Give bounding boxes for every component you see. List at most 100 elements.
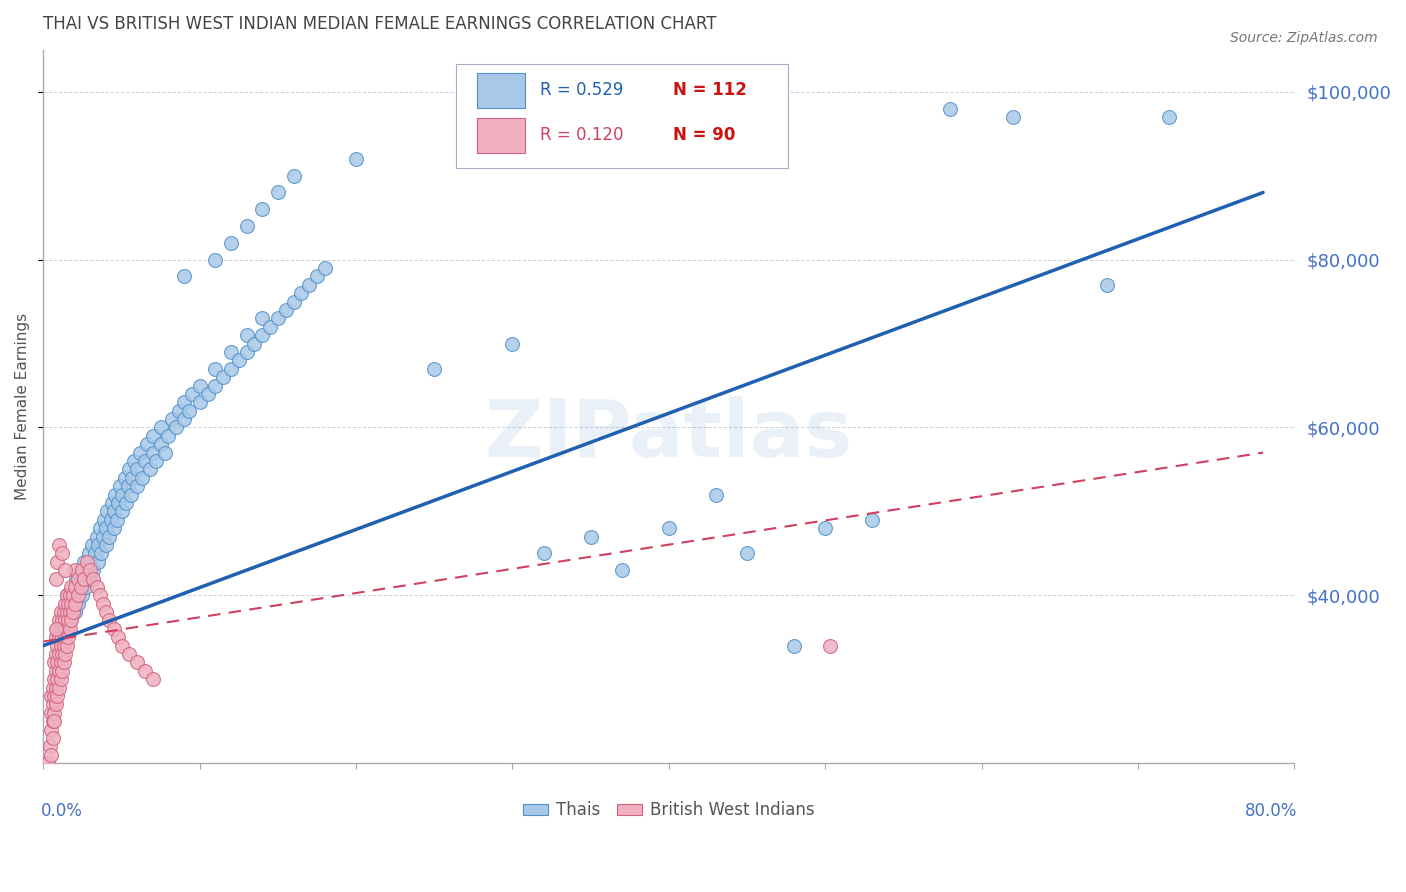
Point (89, 521, 111, 535)
Point (59, 614, 82, 628)
Point (114, 471, 136, 485)
Point (94, 605, 117, 619)
Point (177, 403, 200, 417)
Point (76, 563, 98, 577)
Point (41, 714, 63, 728)
Point (46, 656, 69, 670)
Point (129, 445, 152, 459)
Point (53, 597, 76, 611)
Point (72, 563, 94, 577)
Point (72, 572, 94, 586)
Point (63, 597, 86, 611)
Point (94, 538, 117, 552)
FancyBboxPatch shape (456, 64, 787, 168)
Point (70, 580, 93, 594)
Point (290, 286, 312, 301)
Point (84, 546, 107, 560)
Point (46, 639, 69, 653)
Point (121, 471, 143, 485)
Point (658, 110, 681, 124)
Point (344, 152, 367, 166)
Point (60, 614, 83, 628)
Point (120, 487, 142, 501)
Point (60, 580, 83, 594)
Point (103, 622, 125, 636)
Point (283, 169, 305, 183)
Point (228, 353, 250, 368)
Point (142, 429, 165, 443)
Point (67, 580, 90, 594)
Point (252, 311, 274, 326)
Point (783, 639, 806, 653)
Point (118, 462, 141, 476)
Point (49, 672, 72, 686)
Point (52, 622, 75, 636)
Point (86, 530, 108, 544)
Point (79, 563, 101, 577)
Point (65, 572, 87, 586)
Point (41, 681, 63, 695)
Point (127, 656, 149, 670)
Point (134, 454, 156, 468)
Legend: Thais, British West Indians: Thais, British West Indians (516, 795, 821, 826)
Point (283, 294, 305, 309)
Point (155, 445, 177, 459)
Point (52, 605, 75, 619)
Point (103, 521, 125, 535)
Point (82, 563, 104, 577)
Text: N = 90: N = 90 (672, 127, 735, 145)
Point (62, 588, 84, 602)
Point (197, 387, 219, 401)
Point (173, 269, 195, 284)
Point (77, 546, 100, 560)
Text: N = 112: N = 112 (672, 81, 747, 100)
Point (76, 555, 98, 569)
Point (60, 597, 83, 611)
Point (48, 664, 70, 678)
Point (45, 681, 67, 695)
Point (204, 252, 226, 267)
Point (75, 580, 97, 594)
Point (79, 572, 101, 586)
Point (579, 530, 602, 544)
Point (115, 496, 138, 510)
Point (1095, 277, 1118, 292)
Point (56, 605, 79, 619)
Point (704, 487, 727, 501)
Point (39, 747, 62, 762)
Y-axis label: Median Female Earnings: Median Female Earnings (15, 313, 30, 500)
Point (48, 630, 70, 644)
Point (939, 102, 962, 116)
Point (252, 202, 274, 217)
Point (44, 672, 66, 686)
Point (169, 403, 191, 417)
Point (82, 572, 104, 586)
Point (107, 630, 129, 644)
Point (45, 698, 67, 712)
Point (46, 689, 69, 703)
Point (66, 588, 89, 602)
Point (45, 664, 67, 678)
Point (46, 672, 69, 686)
Point (63, 605, 86, 619)
Point (108, 479, 131, 493)
Point (101, 496, 124, 510)
Point (45, 572, 67, 586)
Text: 0.0%: 0.0% (41, 803, 83, 821)
Point (117, 479, 139, 493)
Point (138, 462, 160, 476)
Point (118, 647, 141, 661)
Point (45, 630, 67, 644)
Text: ZIPatlas: ZIPatlas (485, 396, 853, 474)
Point (87, 555, 110, 569)
Point (142, 672, 165, 686)
Text: 80.0%: 80.0% (1244, 803, 1296, 821)
Point (49, 639, 72, 653)
Point (814, 521, 837, 535)
Point (52, 622, 75, 636)
Point (44, 689, 66, 703)
Point (73, 555, 96, 569)
Point (235, 328, 257, 343)
Point (41, 698, 63, 712)
Point (1159, 110, 1181, 124)
